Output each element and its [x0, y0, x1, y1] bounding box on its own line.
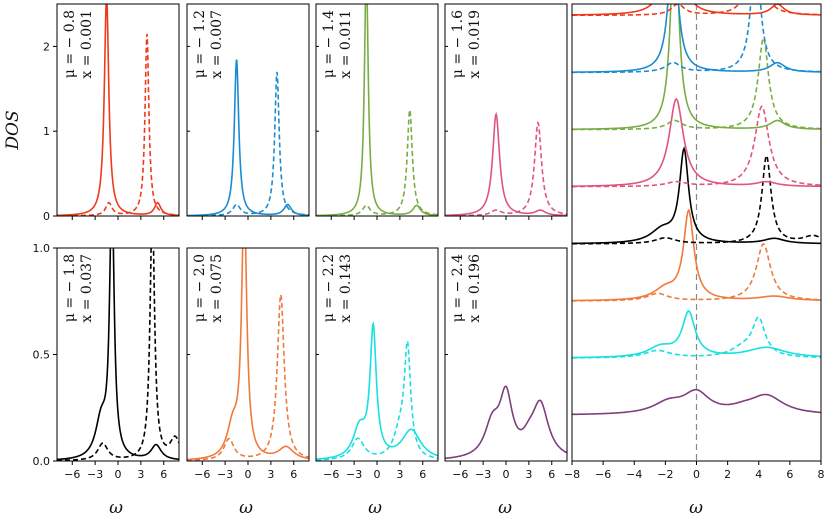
- xtick-label: 6: [290, 468, 297, 481]
- xtick-label: 0: [115, 468, 122, 481]
- xtick-label: −6: [194, 468, 210, 481]
- ylabel: DOS: [3, 110, 23, 150]
- series-solid-line: [316, 4, 438, 216]
- xlabel-col4: ω: [498, 498, 512, 518]
- stacked-solid-line: [572, 208, 821, 302]
- stacked-panel: −8 −6 −4 −2 0 2 4 6 8: [564, 3, 825, 481]
- panel-1: 0 1 2 μ = − 0.8 x = 0.001: [43, 3, 180, 223]
- xtick-label: −6: [64, 468, 80, 481]
- x-label: x = 0.143: [338, 254, 354, 323]
- stacked-solid-line: [572, 146, 821, 245]
- mu-label: μ = − 2.0: [192, 254, 208, 322]
- mu-label: μ = − 1.4: [321, 10, 337, 78]
- x-label: x = 0.001: [79, 10, 95, 79]
- stacked-frame: [571, 3, 822, 462]
- stacked-xtick-label: −8: [564, 468, 580, 481]
- x-label: x = 0.011: [338, 10, 354, 79]
- stacked-xtick-label: 6: [786, 468, 793, 481]
- series-dashed-line: [187, 294, 309, 461]
- ytick-label: 0.0: [33, 455, 51, 468]
- x-label: x = 0.007: [209, 10, 225, 79]
- mu-label: μ = − 1.6: [450, 10, 466, 78]
- mu-label: μ = − 2.2: [321, 254, 337, 322]
- xtick-label: 3: [396, 468, 403, 481]
- stacked-solid-line: [572, 4, 821, 131]
- xtick-label: −3: [346, 468, 362, 481]
- series-dashed-line: [445, 120, 567, 216]
- stacked-xtick-label: −4: [626, 468, 642, 481]
- xlabel-right: ω: [689, 498, 703, 518]
- panel-8: −6 −3 0 3 6 μ = − 2.4 x = 0.196: [444, 247, 568, 481]
- series-solid-line: [57, 248, 179, 461]
- xlabel-col3: ω: [368, 498, 382, 518]
- stacked-solid-line: [572, 97, 821, 188]
- stacked-xtick-label: −2: [657, 468, 673, 481]
- series-dashed-line: [187, 71, 309, 216]
- ytick-label: 1: [43, 125, 50, 138]
- xtick-label: 3: [137, 468, 144, 481]
- xlabel-col2: ω: [239, 498, 253, 518]
- ytick-label: 2: [43, 40, 50, 53]
- xtick-label: 6: [548, 468, 555, 481]
- series-dashed-line: [316, 339, 438, 461]
- x-label: x = 0.075: [209, 254, 225, 323]
- stacked-solid-line: [572, 310, 821, 359]
- ytick-label: 1.0: [33, 242, 51, 255]
- mu-label: μ = − 0.8: [62, 10, 78, 78]
- mu-label: μ = − 1.2: [192, 10, 208, 78]
- ytick-label: 0: [43, 210, 50, 223]
- panels-layer: 012 μ = − 0.8 x = 0.001 μ = − 1.2 x = 0.007 μ…: [33, 3, 825, 481]
- mu-label: μ = − 2.4: [450, 254, 466, 322]
- series-solid-line: [445, 385, 567, 460]
- stacked-dashed-line: [572, 242, 821, 302]
- stacked-dashed-line: [572, 4, 821, 17]
- xlabel-col1: ω: [109, 498, 123, 518]
- stacked-solid-line: [572, 388, 821, 416]
- xtick-label: 0: [503, 468, 510, 481]
- xtick-label: 3: [525, 468, 532, 481]
- x-label: x = 0.037: [79, 254, 95, 323]
- xtick-label: −6: [323, 468, 339, 481]
- xtick-label: −3: [87, 468, 103, 481]
- ytick-label: 0.5: [33, 349, 51, 362]
- xtick-label: 3: [267, 468, 274, 481]
- stacked-xtick-label: 8: [818, 468, 825, 481]
- series-solid-line: [316, 320, 438, 460]
- xtick-label: 0: [245, 468, 252, 481]
- xtick-label: −3: [475, 468, 491, 481]
- series-solid-line: [187, 248, 309, 461]
- stacked-xtick-label: 4: [755, 468, 762, 481]
- xtick-label: 0: [374, 468, 381, 481]
- xtick-label: 6: [419, 468, 426, 481]
- series-dashed-line: [57, 248, 179, 461]
- panel-7: −6 −3 0 3 6 μ = − 2.2 x = 0.143: [315, 247, 439, 481]
- x-label: x = 0.196: [467, 254, 483, 323]
- xtick-label: −6: [452, 468, 468, 481]
- xtick-label: 6: [160, 468, 167, 481]
- panel-2: μ = − 1.2 x = 0.007: [186, 3, 310, 220]
- stacked-solid-line: [572, 4, 821, 16]
- panel-4: μ = − 1.6 x = 0.019: [444, 3, 568, 220]
- stacked-xtick-label: 2: [724, 468, 731, 481]
- mu-label: μ = − 1.8: [62, 254, 78, 322]
- panel-3: μ = − 1.4 x = 0.011: [315, 3, 439, 220]
- series-solid-line: [57, 4, 179, 216]
- stacked-dashed-line: [572, 153, 821, 245]
- stacked-solid-line: [572, 4, 821, 73]
- stacked-xtick-label: −6: [595, 468, 611, 481]
- panel-5: −6 −3 0 3 6 0.0 0.5 1.0 μ = − 1.8 x = 0.037: [33, 242, 180, 481]
- series-solid-line: [445, 111, 567, 216]
- series-dashed-line: [316, 109, 438, 216]
- x-label: x = 0.019: [467, 10, 483, 79]
- xtick-label: −3: [217, 468, 233, 481]
- series-solid-line: [187, 59, 309, 216]
- stacked-dashed-line: [572, 105, 821, 188]
- stacked-xtick-label: 0: [693, 468, 700, 481]
- panel-6: −6 −3 0 3 6 μ = − 2.0 x = 0.075: [186, 247, 310, 481]
- stacked-dashed-line: [572, 36, 821, 131]
